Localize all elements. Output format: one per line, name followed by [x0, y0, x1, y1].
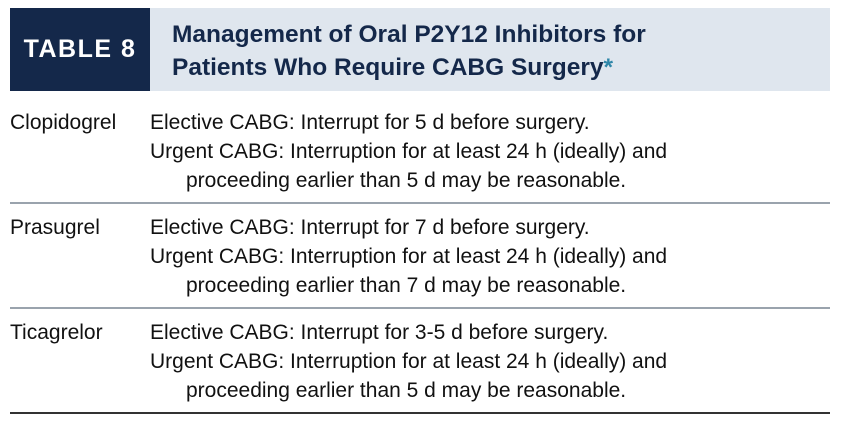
urgent-continuation: proceeding earlier than 5 d may be reaso… [186, 169, 627, 192]
urgent-text: Urgent CABG: Interruption for at least 2… [150, 140, 668, 163]
title-line-2: Patients Who Require CABG Surgery* [172, 51, 830, 84]
row-divider [10, 202, 830, 204]
urgent-continuation: proceeding earlier than 7 d may be reaso… [186, 274, 627, 297]
table-title: Management of Oral P2Y12 Inhibitors for … [150, 8, 830, 91]
row-divider [10, 307, 830, 309]
recommendations: Elective CABG: Interrupt for 5 d before … [150, 108, 667, 195]
drug-name: Prasugrel [10, 216, 100, 239]
title-line-2-text: Patients Who Require CABG Surgery [172, 54, 604, 81]
recommendations: Elective CABG: Interrupt for 7 d before … [150, 213, 667, 300]
drug-name: Ticagrelor [10, 321, 103, 344]
elective-text: Elective CABG: Interrupt for 7 d before … [150, 216, 590, 239]
title-line-1: Management of Oral P2Y12 Inhibitors for [172, 21, 646, 48]
urgent-text: Urgent CABG: Interruption for at least 2… [150, 350, 668, 373]
urgent-continuation: proceeding earlier than 5 d may be reaso… [186, 379, 627, 402]
footnote-asterisk: * [603, 54, 614, 81]
table-bottom-rule [10, 412, 830, 414]
table-label: TABLE 8 [10, 8, 150, 91]
drug-name: Clopidogrel [10, 111, 117, 134]
elective-text: Elective CABG: Interrupt for 5 d before … [150, 111, 590, 134]
recommendations: Elective CABG: Interrupt for 3-5 d befor… [150, 318, 667, 405]
urgent-text: Urgent CABG: Interruption for at least 2… [150, 245, 668, 268]
elective-text: Elective CABG: Interrupt for 3-5 d befor… [150, 321, 609, 344]
